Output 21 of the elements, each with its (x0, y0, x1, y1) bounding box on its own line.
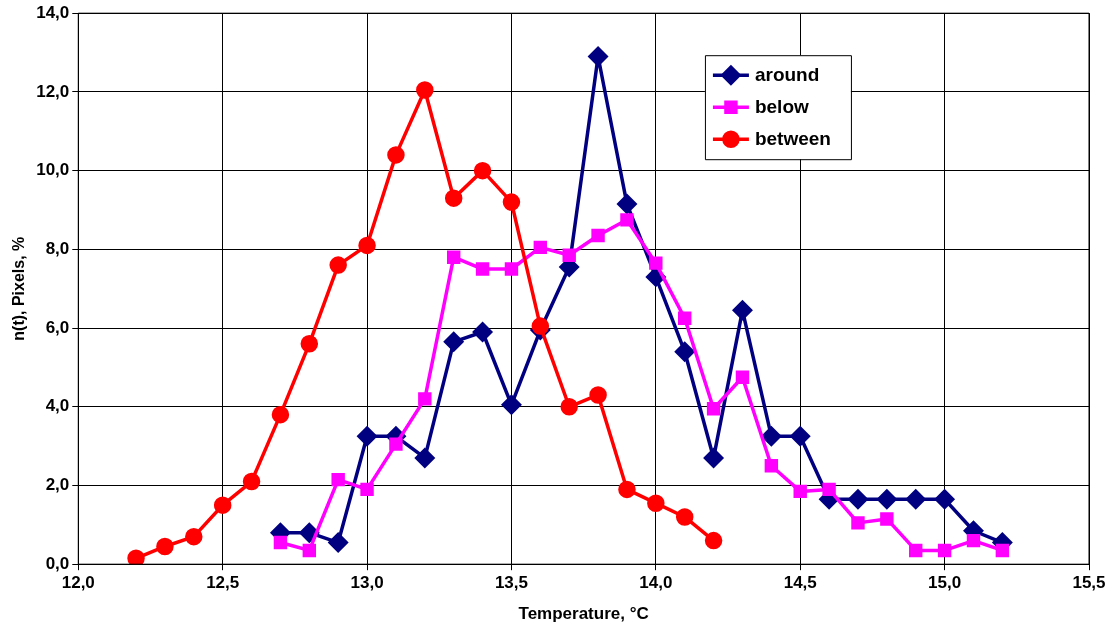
legend-label: below (754, 96, 809, 118)
x-tick-label: 13,0 (350, 573, 384, 593)
y-tick-label: 10,0 (36, 160, 70, 180)
x-tick-label: 15,0 (928, 573, 962, 593)
x-axis-title: Temperature, °C (518, 604, 649, 624)
y-tick-label: 0,0 (45, 553, 70, 573)
y-tick-label: 8,0 (45, 239, 70, 259)
x-tick-label: 14,0 (639, 573, 673, 593)
x-tick-label: 13,5 (494, 573, 528, 593)
x-tick-label: 15,5 (1072, 573, 1106, 593)
y-tick-label: 12,0 (36, 81, 70, 101)
y-tick-label: 4,0 (45, 396, 70, 416)
legend-label: around (754, 64, 820, 86)
y-tick-label: 6,0 (45, 317, 70, 337)
y-tick-label: 2,0 (45, 475, 70, 495)
y-axis-title: n(t), Pixels, % (10, 236, 28, 341)
x-tick-label: 14,5 (783, 573, 817, 593)
legend-label: between (754, 128, 831, 150)
x-tick-label: 12,5 (206, 573, 240, 593)
x-tick-label: 12,0 (61, 573, 95, 593)
y-tick-label: 14,0 (36, 2, 70, 22)
